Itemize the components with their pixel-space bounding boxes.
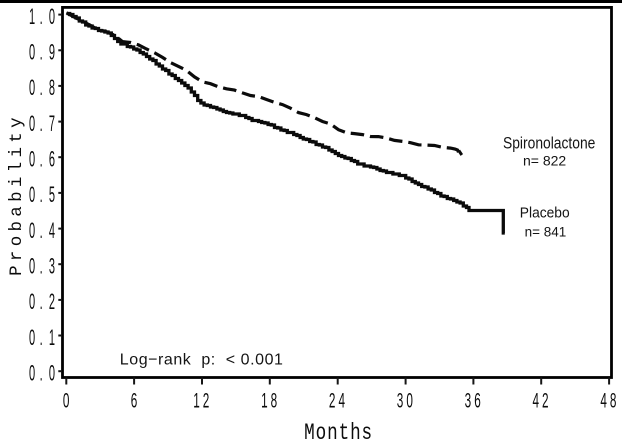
svg-text:0: 0 bbox=[63, 389, 73, 412]
svg-text:0.8: 0.8 bbox=[29, 75, 59, 100]
svg-text:n= 841: n= 841 bbox=[525, 224, 567, 239]
svg-text:6: 6 bbox=[131, 389, 141, 412]
svg-text:0.0: 0.0 bbox=[29, 360, 59, 385]
svg-text:n= 822: n= 822 bbox=[523, 153, 566, 169]
svg-text:0.5: 0.5 bbox=[29, 182, 59, 207]
svg-text:0.1: 0.1 bbox=[29, 324, 59, 349]
svg-text:Log−rank p: < 0.001: Log−rank p: < 0.001 bbox=[120, 352, 284, 369]
svg-text:0.2: 0.2 bbox=[29, 289, 59, 314]
svg-text:Months: Months bbox=[304, 421, 373, 447]
svg-text:0.6: 0.6 bbox=[29, 146, 59, 171]
svg-text:0.9: 0.9 bbox=[29, 39, 59, 64]
svg-text:42: 42 bbox=[532, 389, 551, 412]
svg-text:0.3: 0.3 bbox=[29, 253, 59, 278]
svg-text:Probability: Probability bbox=[7, 113, 27, 276]
svg-text:12: 12 bbox=[193, 389, 212, 412]
svg-text:24: 24 bbox=[329, 389, 348, 412]
svg-text:48: 48 bbox=[600, 389, 619, 412]
svg-text:18: 18 bbox=[261, 389, 280, 412]
svg-text:1.0: 1.0 bbox=[29, 4, 59, 29]
svg-text:Spironolactone: Spironolactone bbox=[503, 135, 595, 153]
svg-text:36: 36 bbox=[465, 389, 484, 412]
svg-text:0.7: 0.7 bbox=[29, 111, 59, 136]
svg-text:0.4: 0.4 bbox=[29, 218, 59, 243]
svg-text:Placebo: Placebo bbox=[520, 205, 570, 222]
svg-text:30: 30 bbox=[397, 389, 416, 412]
